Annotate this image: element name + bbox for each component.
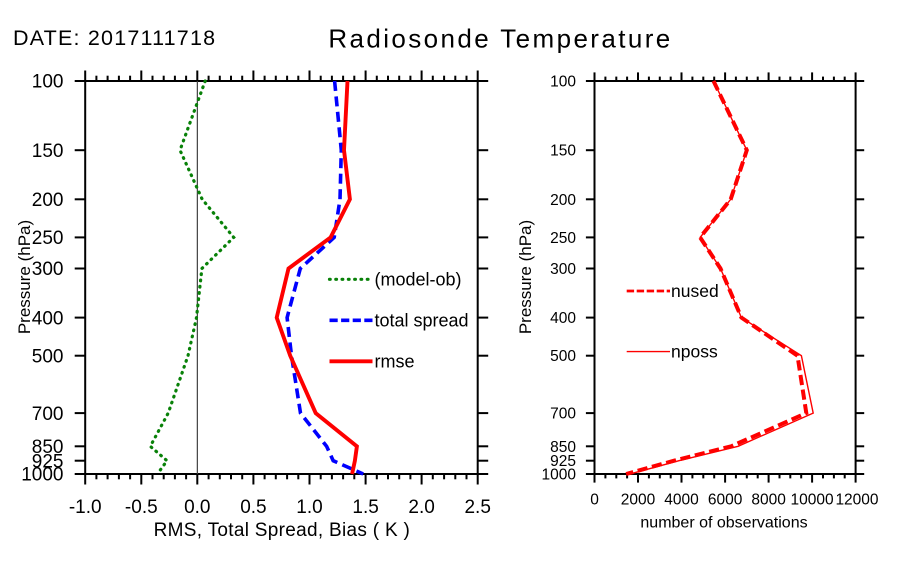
svg-text:0.5: 0.5 xyxy=(240,497,266,518)
svg-text:nposs: nposs xyxy=(671,342,718,362)
svg-text:2.0: 2.0 xyxy=(408,497,434,518)
svg-text:1.0: 1.0 xyxy=(296,497,322,518)
svg-text:0: 0 xyxy=(590,491,599,508)
svg-text:925: 925 xyxy=(550,453,576,470)
svg-text:500: 500 xyxy=(550,348,576,365)
svg-text:2.5: 2.5 xyxy=(464,497,490,518)
svg-text:850: 850 xyxy=(550,439,576,456)
svg-text:12000: 12000 xyxy=(835,491,878,508)
svg-text:300: 300 xyxy=(550,261,576,278)
svg-text:100: 100 xyxy=(550,74,576,91)
svg-text:4000: 4000 xyxy=(664,491,699,508)
svg-text:500: 500 xyxy=(32,346,64,367)
svg-text:10000: 10000 xyxy=(791,491,834,508)
svg-text:700: 700 xyxy=(32,404,64,425)
svg-text:-1.0: -1.0 xyxy=(69,497,102,518)
svg-text:DATE: 2017111718: DATE: 2017111718 xyxy=(13,26,216,50)
svg-text:(model-ob): (model-ob) xyxy=(375,269,462,289)
svg-text:700: 700 xyxy=(550,406,576,423)
svg-text:850: 850 xyxy=(32,437,64,458)
svg-text:Pressure (hPa): Pressure (hPa) xyxy=(15,220,34,334)
svg-text:925: 925 xyxy=(32,451,64,472)
svg-text:total spread: total spread xyxy=(375,310,469,330)
svg-text:1.5: 1.5 xyxy=(352,497,378,518)
svg-text:300: 300 xyxy=(32,259,64,280)
svg-text:150: 150 xyxy=(32,141,64,162)
svg-text:6000: 6000 xyxy=(708,491,743,508)
svg-text:Radiosonde Temperature: Radiosonde Temperature xyxy=(328,24,672,54)
svg-text:0.0: 0.0 xyxy=(184,497,210,518)
svg-text:Pressure (hPa): Pressure (hPa) xyxy=(516,220,535,334)
svg-text:200: 200 xyxy=(32,190,64,211)
svg-text:1000: 1000 xyxy=(542,467,577,484)
svg-text:250: 250 xyxy=(550,230,576,247)
svg-text:RMS, Total Spread, Bias ( K ): RMS, Total Spread, Bias ( K ) xyxy=(154,520,411,541)
svg-text:250: 250 xyxy=(32,228,64,249)
svg-text:2000: 2000 xyxy=(621,491,656,508)
svg-text:1000: 1000 xyxy=(21,465,63,486)
svg-text:nused: nused xyxy=(671,281,719,301)
svg-text:number of observations: number of observations xyxy=(640,515,807,532)
svg-text:400: 400 xyxy=(32,308,64,329)
svg-text:8000: 8000 xyxy=(751,491,786,508)
svg-text:100: 100 xyxy=(32,72,64,93)
svg-text:400: 400 xyxy=(550,310,576,327)
svg-text:200: 200 xyxy=(550,192,576,209)
svg-text:-0.5: -0.5 xyxy=(125,497,158,518)
svg-text:150: 150 xyxy=(550,143,576,160)
svg-text:rmse: rmse xyxy=(375,351,415,371)
